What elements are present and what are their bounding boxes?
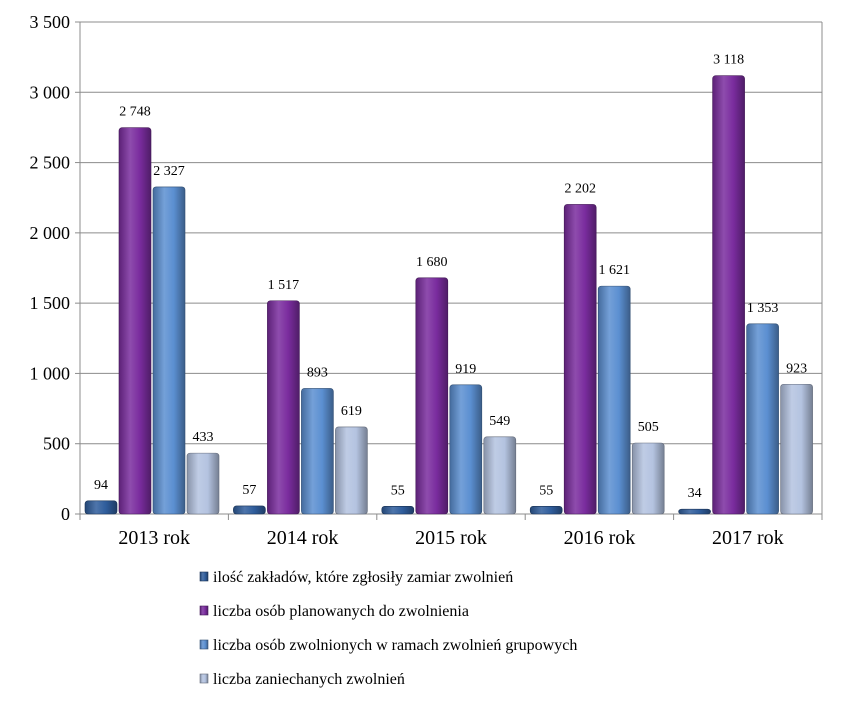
bar (118, 127, 152, 515)
data-label: 57 (242, 483, 256, 498)
legend-label: liczba zaniechanych zwolnień (213, 671, 405, 688)
x-category-label: 2017 rok (712, 527, 784, 549)
data-label: 619 (341, 404, 362, 419)
bar (186, 452, 220, 515)
bar (415, 277, 449, 515)
bar (381, 505, 415, 515)
data-label: 3 118 (713, 53, 744, 68)
data-label: 1 517 (268, 278, 300, 293)
data-label: 893 (307, 365, 328, 380)
legend: ilość zakładów, które zgłosiły zamiar zw… (199, 569, 577, 688)
y-tick-label: 3 500 (30, 12, 71, 32)
data-label: 433 (193, 430, 214, 445)
legend-swatch (199, 605, 209, 616)
data-label: 94 (94, 478, 108, 493)
data-label: 1 353 (747, 301, 779, 316)
legend-swatch (199, 673, 209, 684)
bar (678, 508, 711, 515)
x-category-label: 2015 rok (415, 527, 487, 549)
legend-item: ilość zakładów, które zgłosiły zamiar zw… (199, 569, 513, 586)
bar (483, 436, 517, 515)
data-label: 919 (455, 362, 476, 377)
y-tick-label: 2 000 (30, 223, 71, 243)
data-label: 923 (786, 361, 807, 376)
bar (746, 323, 779, 515)
legend-item: liczba zaniechanych zwolnień (199, 671, 405, 688)
data-label: 1 621 (598, 263, 630, 278)
legend-item: liczba osób planowanych do zwolnienia (199, 603, 469, 620)
y-tick-label: 1 500 (30, 293, 71, 313)
y-tick-label: 2 500 (30, 153, 71, 173)
data-labels: 94 2 748 2 327 433 57 1 517 893 619 55 1 680 919 54… (94, 53, 807, 502)
legend-label: liczba osób zwolnionych w ramach zwolnie… (213, 637, 577, 654)
y-tick-label: 1 000 (30, 363, 71, 383)
data-label: 2 327 (153, 164, 185, 179)
data-label: 505 (638, 420, 659, 435)
y-tick-label: 0 (61, 504, 70, 524)
bar (631, 442, 665, 515)
legend-label: ilość zakładów, które zgłosiły zamiar zw… (213, 569, 513, 586)
x-category-label: 2013 rok (118, 527, 190, 549)
bar (335, 426, 368, 515)
legend-swatch (199, 571, 209, 582)
axes: 0 500 1 000 1 500 2 000 2 500 3 000 3 500 2013 r… (30, 12, 823, 549)
bar (597, 285, 631, 515)
bar (563, 204, 597, 515)
data-label: 549 (489, 414, 510, 429)
legend-swatch (199, 639, 209, 650)
data-label: 55 (391, 483, 405, 498)
x-category-label: 2016 rok (564, 527, 636, 549)
bar (152, 186, 186, 515)
y-tick-label: 500 (43, 434, 70, 454)
data-label: 2 202 (564, 181, 596, 196)
data-label: 2 748 (119, 105, 151, 120)
x-category-label: 2014 rok (267, 527, 339, 549)
data-label: 34 (688, 486, 702, 501)
bar (780, 383, 813, 515)
legend-item: liczba osób zwolnionych w ramach zwolnie… (199, 637, 577, 654)
bar (233, 505, 266, 515)
data-label: 1 680 (416, 255, 448, 270)
bar (301, 388, 334, 515)
bar (84, 500, 118, 515)
gridlines (80, 21, 822, 515)
y-tick-label: 3 000 (30, 82, 71, 102)
bars (84, 75, 813, 515)
bar (712, 75, 745, 515)
legend-label: liczba osób planowanych do zwolnienia (213, 603, 469, 620)
data-label: 55 (539, 483, 553, 498)
bar (449, 384, 483, 515)
bar (529, 505, 563, 515)
bar (267, 300, 300, 515)
